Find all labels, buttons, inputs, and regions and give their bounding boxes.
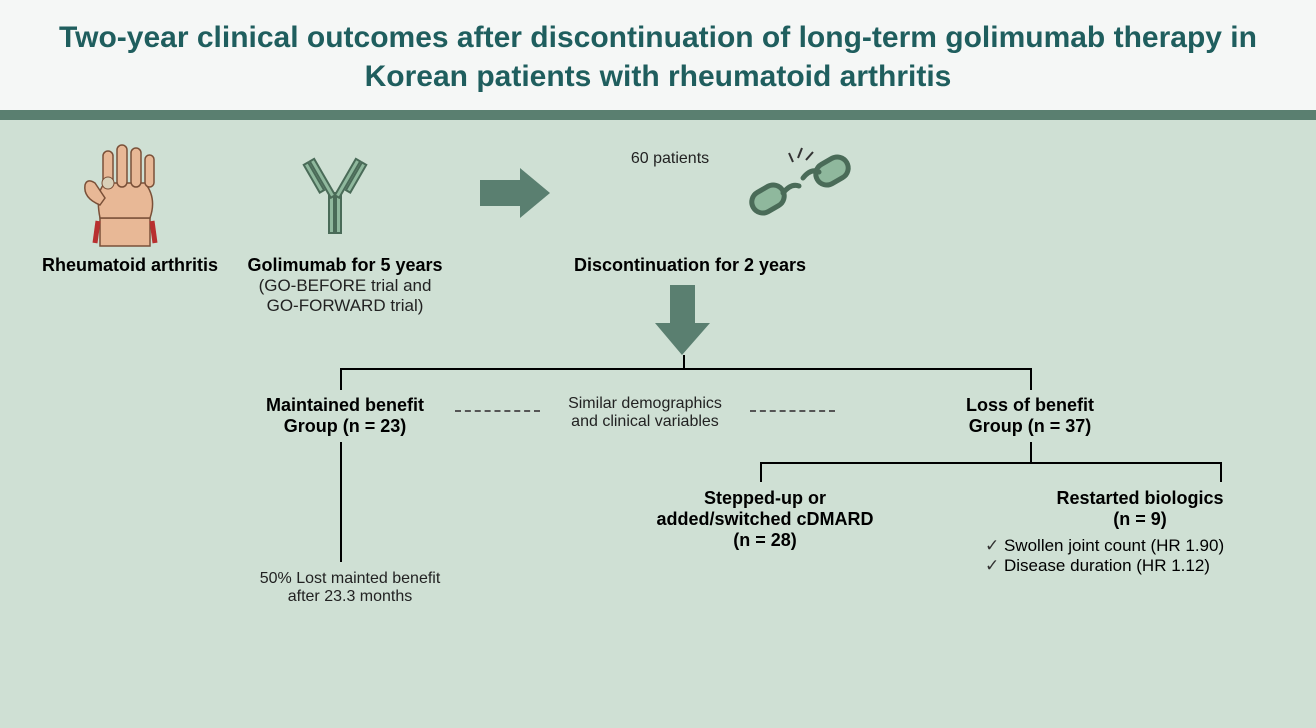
maintained-drop — [340, 442, 342, 562]
loss-left-drop — [760, 462, 762, 482]
diagram-canvas: Rheumatoid arthritis Golimumab for 5 yea… — [0, 120, 1316, 728]
arrow-right-icon — [480, 168, 550, 223]
similar-demographics: Similar demographics and clinical variab… — [545, 395, 745, 431]
title-bar: Two-year clinical outcomes after discont… — [0, 0, 1316, 120]
stepped-up-group: Stepped-up or added/switched cDMARD (n =… — [630, 488, 900, 551]
arrow-down-icon — [655, 285, 710, 360]
maintained-group: Maintained benefit Group (n = 23) — [240, 395, 450, 437]
antibody-icon — [280, 138, 390, 248]
page-title: Two-year clinical outcomes after discont… — [40, 18, 1276, 96]
loss-bracket — [760, 462, 1220, 464]
bracket-left-drop — [340, 368, 342, 390]
patients-label: 60 patients — [610, 150, 730, 168]
golimumab-label: Golimumab for 5 years (GO-BEFORE trial a… — [230, 255, 460, 316]
dashed-right — [750, 410, 835, 412]
loss-group: Loss of benefit Group (n = 37) — [860, 395, 1200, 437]
discontinuation-label: Discontinuation for 2 years — [550, 255, 830, 276]
restarted-group: Restarted biologics (n = 9) Swollen join… — [985, 488, 1295, 576]
loss-stem — [1030, 442, 1032, 462]
ra-label: Rheumatoid arthritis — [30, 255, 230, 276]
dashed-left — [455, 410, 540, 412]
bracket-top — [340, 368, 1030, 370]
broken-chain-icon — [740, 135, 860, 235]
hand-icon — [60, 140, 190, 250]
loss-right-drop — [1220, 462, 1222, 482]
fifty-percent: 50% Lost mainted benefit after 23.3 mont… — [225, 570, 475, 606]
bracket-right-drop — [1030, 368, 1032, 390]
bracket-stem — [683, 355, 685, 368]
